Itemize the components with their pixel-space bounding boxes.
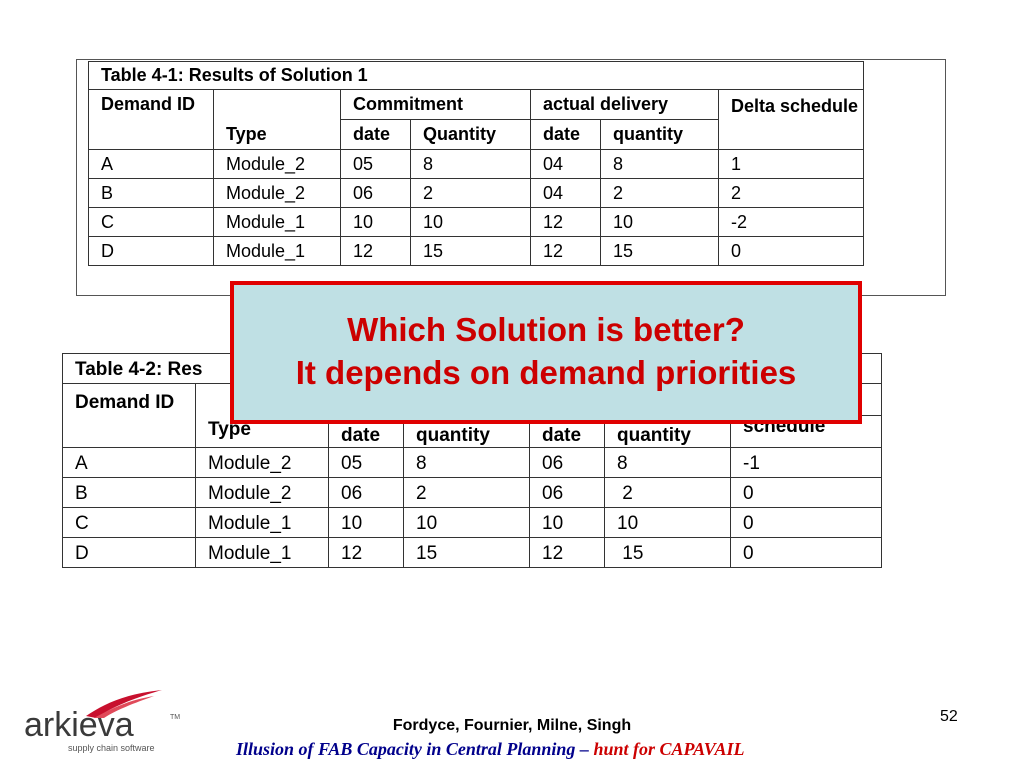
- table-row: D Module_1 12 15 12 15 0: [62, 537, 883, 568]
- cell-demand-id: D: [62, 537, 196, 568]
- cell-delta: 0: [729, 537, 883, 568]
- cell-commitment-quantity: 15: [410, 236, 531, 266]
- cell-type: Module_1: [195, 507, 329, 538]
- callout-line-1: Which Solution is better?: [347, 311, 745, 348]
- cell-delta: 2: [717, 178, 865, 208]
- cell-commitment-quantity: 8: [403, 447, 530, 478]
- cell-demand-id: C: [88, 207, 214, 237]
- cell-commitment-quantity: 2: [403, 477, 530, 508]
- cell-type: Module_2: [213, 178, 341, 208]
- cell-demand-id: D: [88, 236, 214, 266]
- cell-actual-quantity: 15: [604, 537, 731, 568]
- cell-commitment-quantity: 8: [410, 149, 531, 179]
- table-row: B Module_2 06 2 06 2 0: [62, 477, 883, 508]
- cell-actual-quantity: 15: [600, 236, 719, 266]
- cell-type: Module_2: [195, 477, 329, 508]
- cell-type: Module_1: [213, 236, 341, 266]
- cell-delta: 0: [717, 236, 865, 266]
- table-row: D Module_1 12 15 12 15 0: [88, 236, 865, 266]
- cell-actual-quantity: 10: [600, 207, 719, 237]
- cell-demand-id: C: [62, 507, 196, 538]
- arkieva-logo: arkieva TM supply chain software: [24, 688, 184, 754]
- logo-tagline: supply chain software: [68, 743, 155, 753]
- cell-type: Module_1: [195, 537, 329, 568]
- cell-actual-date: 06: [529, 447, 605, 478]
- header-actual-date: date: [530, 119, 601, 150]
- cell-demand-id: B: [88, 178, 214, 208]
- cell-delta: -2: [717, 207, 865, 237]
- cell-commitment-date: 12: [328, 537, 404, 568]
- cell-commitment-quantity: 2: [410, 178, 531, 208]
- table-row: C Module_1 10 10 10 10 0: [62, 507, 883, 538]
- cell-commitment-date: 10: [340, 207, 411, 237]
- cell-actual-date: 12: [529, 537, 605, 568]
- cell-actual-date: 10: [529, 507, 605, 538]
- results-table-solution-1: Table 4-1: Results of Solution 1 Demand …: [87, 61, 865, 266]
- cell-actual-date: 12: [530, 207, 601, 237]
- table-row: A Module_2 05 8 06 8 -1: [62, 447, 883, 478]
- cell-actual-quantity: 2: [604, 477, 731, 508]
- header-actual-quantity: quantity: [600, 119, 719, 150]
- header-demand-id: Demand ID: [62, 383, 196, 448]
- table1-title: Table 4-1: Results of Solution 1: [87, 61, 865, 90]
- cell-demand-id: A: [62, 447, 196, 478]
- page-number: 52: [940, 708, 958, 725]
- footer-subtitle-main: Illusion of FAB Capacity in Central Plan…: [236, 739, 594, 759]
- cell-actual-date: 04: [530, 149, 601, 179]
- cell-actual-date: 04: [530, 178, 601, 208]
- cell-commitment-date: 06: [328, 477, 404, 508]
- header-type: Type: [213, 89, 341, 150]
- cell-delta: 0: [729, 507, 883, 538]
- header-actual-delivery: actual delivery: [530, 89, 719, 120]
- cell-actual-date: 06: [529, 477, 605, 508]
- cell-commitment-date: 12: [340, 236, 411, 266]
- cell-type: Module_1: [213, 207, 341, 237]
- cell-type: Module_2: [213, 149, 341, 179]
- table-row: C Module_1 10 10 12 10 -2: [88, 207, 865, 237]
- cell-demand-id: A: [88, 149, 214, 179]
- table-row: A Module_2 05 8 04 8 1: [88, 149, 865, 179]
- cell-commitment-date: 10: [328, 507, 404, 538]
- cell-commitment-date: 05: [340, 149, 411, 179]
- header-demand-id: Demand ID: [88, 89, 214, 150]
- cell-demand-id: B: [62, 477, 196, 508]
- cell-actual-quantity: 10: [604, 507, 731, 538]
- cell-commitment-date: 05: [328, 447, 404, 478]
- cell-type: Module_2: [195, 447, 329, 478]
- cell-actual-quantity: 2: [600, 178, 719, 208]
- header-commitment-quantity: Quantity: [410, 119, 531, 150]
- cell-commitment-quantity: 10: [403, 507, 530, 538]
- header-commitment-date: date: [340, 119, 411, 150]
- cell-actual-quantity: 8: [604, 447, 731, 478]
- footer-subtitle: Illusion of FAB Capacity in Central Plan…: [236, 739, 745, 760]
- cell-delta: 0: [729, 477, 883, 508]
- question-callout: Which Solution is better? It depends on …: [230, 281, 862, 424]
- cell-commitment-date: 06: [340, 178, 411, 208]
- table-row: B Module_2 06 2 04 2 2: [88, 178, 865, 208]
- header-delta-schedule: Delta schedule: [717, 89, 865, 150]
- cell-actual-date: 12: [530, 236, 601, 266]
- footer-authors: Fordyce, Fournier, Milne, Singh: [392, 717, 632, 734]
- footer-subtitle-highlight: hunt for CAPAVAIL: [593, 739, 745, 759]
- logo-wordmark: arkieva: [24, 706, 134, 744]
- logo-trademark: TM: [170, 714, 181, 721]
- cell-commitment-quantity: 15: [403, 537, 530, 568]
- cell-actual-quantity: 8: [600, 149, 719, 179]
- header-commitment: Commitment: [340, 89, 531, 120]
- cell-delta: 1: [717, 149, 865, 179]
- cell-commitment-quantity: 10: [410, 207, 531, 237]
- callout-line-2: It depends on demand priorities: [295, 353, 797, 391]
- cell-delta: -1: [729, 447, 883, 478]
- logo-swoosh-icon: [86, 690, 162, 718]
